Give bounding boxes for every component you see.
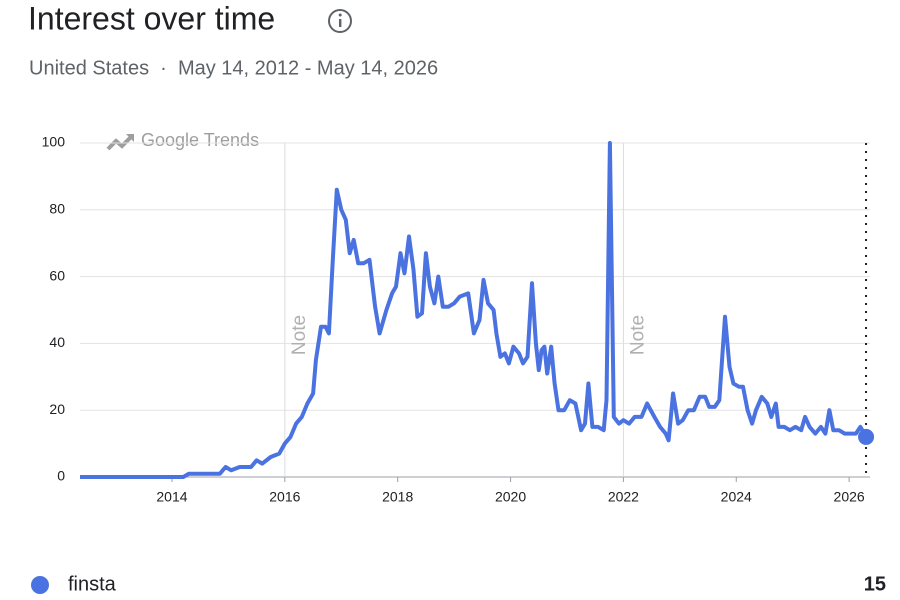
legend-swatch — [31, 576, 49, 594]
x-tick-label: 2026 — [834, 489, 865, 505]
end-point — [858, 428, 875, 445]
info-circle — [328, 9, 352, 33]
x-tick-label: 2022 — [608, 489, 639, 505]
watermark-arrowhead — [126, 134, 134, 142]
title: Interest over time — [28, 0, 275, 36]
info-bar — [339, 19, 342, 27]
x-tick-label: 2018 — [382, 489, 413, 505]
series-line — [80, 141, 868, 479]
info-icon[interactable] — [328, 9, 352, 33]
subtitle: United States · May 14, 2012 - May 14, 2… — [29, 57, 438, 79]
y-tick-label: 100 — [42, 134, 66, 150]
grid — [80, 142, 870, 478]
note-label: Note — [627, 315, 648, 355]
note-label: Note — [289, 315, 310, 355]
y-tick-label: 40 — [49, 334, 65, 350]
y-tick-label: 0 — [57, 468, 65, 484]
x-tick-label: 2016 — [269, 489, 300, 505]
legend-label: finsta — [68, 573, 117, 595]
y-tick-label: 20 — [49, 401, 65, 417]
info-dot — [338, 13, 342, 17]
watermark: Google Trends — [141, 130, 259, 150]
x-tick-label: 2014 — [156, 489, 187, 505]
y-tick-label: 60 — [49, 267, 65, 283]
x-tick-label: 2020 — [495, 489, 526, 505]
x-tick-label: 2024 — [721, 489, 752, 505]
legend-value: 15 — [864, 573, 886, 595]
y-tick-label: 80 — [49, 201, 65, 217]
watermark-icon — [106, 134, 134, 151]
